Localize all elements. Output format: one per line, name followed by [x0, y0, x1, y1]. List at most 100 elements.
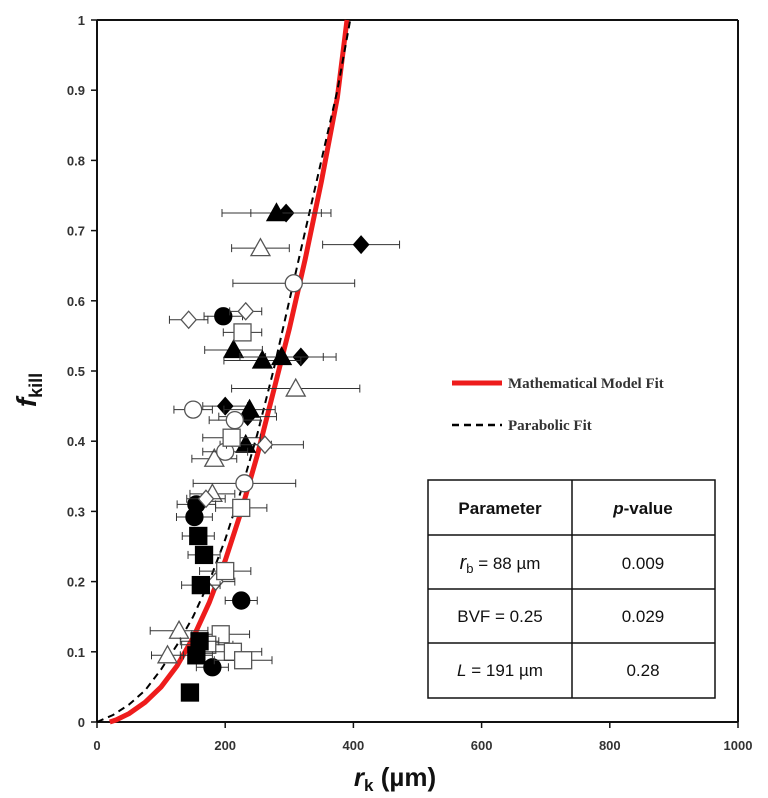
y-tick-label: 0.7 [67, 224, 85, 239]
data-point [322, 235, 401, 255]
marker-diamond [237, 301, 255, 321]
marker-square [216, 561, 235, 581]
marker-diamond [216, 396, 234, 416]
y-tick-label: 1 [78, 13, 85, 28]
x-tick-label: 400 [343, 738, 365, 753]
data-point [224, 591, 258, 610]
data-point [181, 526, 215, 546]
data-point [150, 644, 185, 664]
y-axis-title-sub: kill [26, 373, 46, 398]
param-1-subscript: b [466, 561, 473, 576]
y-tick-label: 0.4 [67, 434, 86, 449]
marker-square [232, 498, 251, 518]
table-header-p-rest: -value [624, 499, 673, 518]
marker-square [180, 683, 200, 702]
marker-square [211, 625, 230, 644]
data-point [149, 619, 209, 639]
data-point [173, 400, 213, 419]
y-axis-ticks: 0 0.1 0.2 0.3 0.4 0.5 0.6 0.7 0.8 0.9 1 [67, 13, 97, 730]
data-point [203, 307, 244, 326]
y-tick-label: 0.8 [67, 153, 85, 168]
data-point [186, 489, 226, 509]
marker-diamond [352, 235, 370, 255]
marker-triangle [251, 349, 273, 369]
table-cell-pvalue-1: 0.009 [622, 554, 665, 573]
data-point [168, 310, 209, 330]
marker-diamond [197, 489, 215, 509]
data-point [179, 646, 213, 665]
marker-square [233, 651, 253, 670]
x-axis-title-main: r [354, 762, 366, 792]
x-axis-title-sub: k [364, 776, 374, 795]
marker-triangle [271, 346, 293, 366]
legend: Mathematical Model Fit Parabolic Fit [452, 376, 664, 434]
marker-triangle [285, 377, 307, 397]
marker-triangle [238, 398, 261, 418]
data-point [181, 575, 221, 595]
y-tick-label: 0 [78, 715, 85, 730]
data-point [215, 498, 268, 518]
y-tick-label: 0.1 [67, 645, 85, 660]
y-tick-label: 0.9 [67, 83, 85, 98]
param-1-symbol: r [460, 552, 468, 574]
x-axis-title: rk (µm) [354, 762, 436, 795]
legend-label-model-fit: Mathematical Model Fit [508, 376, 664, 392]
marker-square [189, 526, 208, 546]
marker-square [187, 646, 206, 665]
x-tick-label: 1000 [724, 738, 753, 753]
data-points [149, 202, 401, 702]
table-header-pvalue: p-value [612, 499, 673, 518]
marker-square [194, 545, 214, 565]
data-point [175, 507, 213, 527]
data-point [232, 274, 356, 293]
data-point [187, 545, 221, 565]
table-header-p-italic: p [612, 499, 623, 518]
marker-diamond [180, 310, 198, 330]
data-point [180, 683, 200, 702]
data-point [208, 410, 261, 430]
marker-triangle [168, 619, 190, 639]
marker-circle [183, 400, 203, 419]
data-point [229, 301, 263, 321]
data-point [223, 398, 276, 418]
data-point [231, 377, 361, 397]
y-tick-label: 0.5 [67, 364, 85, 379]
legend-label-parabolic-fit: Parabolic Fit [508, 418, 592, 434]
data-point [221, 202, 332, 222]
data-point [239, 346, 324, 366]
marker-circle [185, 507, 204, 527]
data-point [213, 651, 273, 670]
data-point [231, 237, 290, 257]
x-tick-label: 0 [93, 738, 100, 753]
marker-square [222, 428, 241, 447]
marker-circle [235, 474, 254, 493]
y-tick-label: 0.6 [67, 294, 85, 309]
table-cell-param-3: L = 191 µm [457, 661, 543, 680]
parameter-table: Parameter p-value rb = 88 µm 0.009 BVF =… [427, 479, 716, 699]
param-3-rest: = 191 µm [467, 661, 543, 680]
x-tick-label: 800 [599, 738, 621, 753]
marker-square [191, 575, 210, 595]
series-line-model-fit [109, 19, 350, 725]
data-point [192, 474, 297, 493]
table-cell-pvalue-2: 0.029 [622, 607, 665, 626]
table-cell-pvalue-3: 0.28 [626, 661, 659, 680]
marker-circle [232, 591, 251, 610]
series-line-parabolic-fit [96, 19, 352, 723]
data-point [222, 323, 263, 342]
marker-triangle [222, 339, 245, 359]
data-point [199, 561, 252, 581]
marker-square [233, 323, 252, 342]
param-1-rest: = 88 µm [473, 554, 540, 573]
data-point [202, 428, 261, 447]
table-cell-param-1: rb = 88 µm [460, 552, 541, 576]
y-axis-title: fkill [11, 373, 46, 407]
marker-triangle [249, 237, 272, 257]
y-tick-label: 0.3 [67, 504, 85, 519]
marker-triangle [156, 644, 179, 664]
marker-triangle [265, 202, 288, 222]
x-axis-title-unit: (µm) [373, 762, 436, 792]
data-point [202, 396, 249, 416]
marker-diamond [256, 435, 274, 455]
